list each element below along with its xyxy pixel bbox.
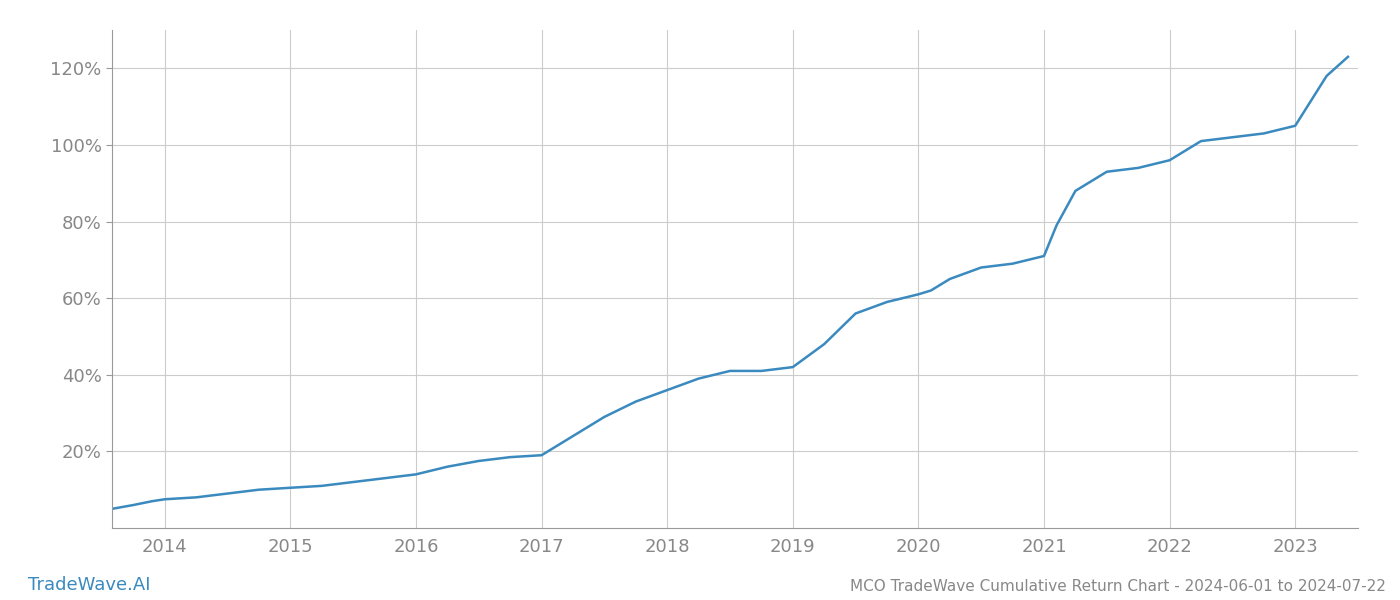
Text: TradeWave.AI: TradeWave.AI <box>28 576 151 594</box>
Text: MCO TradeWave Cumulative Return Chart - 2024-06-01 to 2024-07-22: MCO TradeWave Cumulative Return Chart - … <box>850 579 1386 594</box>
